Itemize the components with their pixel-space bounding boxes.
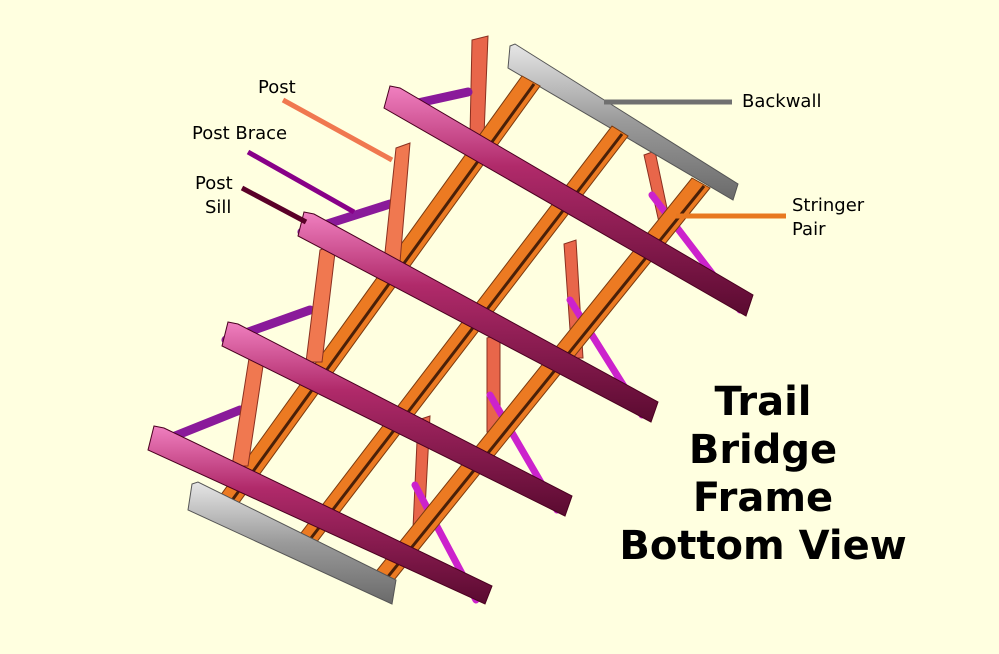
title-line-1: Trail: [714, 379, 812, 425]
post-sill-label-line1: Post: [195, 173, 233, 194]
stringer-pair-label-line1: Stringer: [792, 195, 865, 216]
diagram-title: Trail Bridge Frame Bottom View: [598, 378, 928, 570]
stringers: [209, 75, 711, 591]
sill-beam-2: [297, 211, 659, 423]
post-label: Post: [258, 77, 296, 98]
cross-beams: [147, 85, 754, 605]
title-line-3: Frame: [692, 475, 834, 521]
sill-beam-3: [221, 321, 573, 517]
near-posts: [231, 142, 411, 467]
backwall-top: [507, 43, 739, 201]
post-sill-label-line2: Sill: [205, 197, 232, 218]
stringer-pair-label-line2: Pair: [792, 219, 826, 240]
post-leader-line: [281, 97, 394, 163]
post-brace-leader-line: [246, 149, 356, 215]
post-sill-leader-line: [240, 185, 308, 225]
backwall-label: Backwall: [742, 91, 822, 112]
sill-beam-1: [383, 85, 754, 317]
post-brace-label: Post Brace: [192, 123, 288, 144]
title-line-2: Bridge: [688, 427, 838, 473]
post-far-3: [486, 333, 501, 433]
backwall-bottom: [187, 481, 397, 605]
post-far-1: [469, 35, 489, 136]
title-line-4: Bottom View: [619, 523, 907, 569]
leader-lines: [240, 97, 786, 225]
sill-beam-4: [147, 425, 493, 605]
